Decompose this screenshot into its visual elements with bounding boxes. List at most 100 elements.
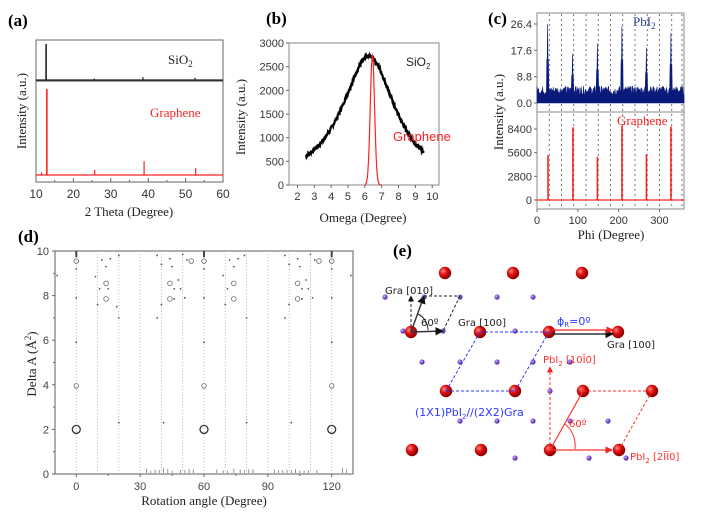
data-point-dot [156,254,159,257]
data-point-circle [294,296,301,302]
data-point-dot [98,288,101,290]
x-tick-label: 5 [345,191,351,203]
data-point-dot [94,275,97,278]
data-point-circle-large [327,424,337,435]
data-point-dot [115,305,118,308]
data-point-dot [224,303,227,306]
data-point-circle [103,280,109,287]
y-tick-label: 1000 [260,133,284,145]
x-tick-label: 0 [73,481,79,493]
x-tick-label: 3 [311,191,317,203]
data-point-circle [329,258,335,264]
data-point-circle [103,296,109,302]
lead-atom [508,384,522,398]
y-tick-label: 0 [526,195,532,207]
x-tick-label: 6 [362,191,368,203]
y-tick-label: 5600 [508,148,532,160]
data-point-dot [203,341,205,344]
data-point-circle [201,383,207,389]
label-gra-100-right: Gra [100] [607,340,655,351]
iodine-atom [547,388,553,394]
iodine-atom [494,418,500,424]
iodine-atom [457,418,463,424]
data-point-dot [309,253,312,256]
iodine-atom [400,328,406,334]
x-axis-label: Omega (Degree) [320,210,407,225]
data-point-circle [294,280,301,287]
data-point-dot [75,267,78,270]
iodine-atom [530,418,536,424]
panel-label-a: (a) [8,11,28,30]
data-point-dot [181,253,184,256]
data-point-dot [330,267,333,270]
y-axis-label: Delta A (Å2) [23,331,39,396]
x-tick-label: 60 [216,187,230,201]
data-point-circle [167,296,173,302]
data-point-dot [245,421,248,424]
data-point-circle [167,280,173,287]
data-point-dot [183,296,186,299]
y-tick-label: 3000 [260,38,284,50]
data-point-dot [75,341,78,344]
data-point-circle [201,258,207,264]
data-point-dot [171,265,173,268]
x-tick-label: 2 [294,191,300,203]
data-point-dot [160,303,163,306]
y-axis-label: Intensity (a.u.) [233,79,248,155]
y-tick-label: 0.0 [517,98,532,110]
data-point-dot [179,288,182,290]
lead-atom [438,266,452,280]
data-point-dot [203,267,205,270]
x-tick-label: 9 [412,191,418,203]
x-tick-label: 4 [328,191,334,203]
data-point-dot [173,298,176,300]
x-tick-label: 50 [179,187,193,201]
iodine-atom [567,418,573,424]
data-point-circle [73,258,79,264]
graphene-unit-cell [408,295,461,336]
lead-atom [611,325,625,339]
data-point-dot [109,257,112,260]
label-gra-100-left: Gra [100] [458,318,506,329]
x-tick-label: 10 [426,191,438,203]
data-point-dot [203,296,205,299]
iodine-atom [586,455,592,461]
data-point-dot [283,254,286,257]
y-tick-label: 2 [43,424,49,436]
relation-cell [445,331,550,392]
label-pbi2-1010: PbI2 [10Ī0] [543,353,596,368]
x-axis-label: Rotation angle (Degree) [141,493,267,508]
data-point-circle [231,296,237,302]
x-tick-label: 100 [569,215,587,227]
label-angle-60-right: 60º [569,419,587,430]
x-axis-label: Phi (Degree) [578,227,645,242]
data-point-dot [100,259,103,261]
data-point-dot [243,254,246,257]
panel-label-e: (e) [393,241,412,260]
data-point-circle-large [71,424,81,435]
iodine-atom [567,359,573,365]
iodine-atom [623,455,629,461]
y-tick-label: 0 [278,180,284,192]
panel-e-lattice-diagram: Gra [010] 60º Gra [100] (1X1)PbI2//(2X2)… [382,266,680,465]
series-label-graphene: Graphene [393,129,451,144]
iodine-atom [494,294,500,300]
data-point-circle [316,258,322,264]
data-point-dot [307,288,310,290]
series-line-sio2 [304,51,425,161]
y-tick-label: 4 [43,380,49,392]
panel-c-phi-scan: PbI2 Graphene 0.0 8.8 17.6 26.4 0 2800 5600 840… [491,12,685,242]
series-label-graphene: Graphene [617,113,668,128]
data-point-circle-large [199,424,209,435]
y-tick-label: 8 [43,291,49,303]
x-tick-label: 200 [609,215,627,227]
plot-frame [536,12,685,210]
y-tick-label: 2000 [260,85,284,97]
panel-d-delta-a: 0 30 60 90 120 0 2 4 6 8 10 Rotation angle (Degree… [23,246,354,508]
y-axis-label: Intensity (a.u.) [491,74,506,150]
data-point-dot [107,288,110,290]
x-tick-label: 0 [534,215,540,227]
y-tick-label: 500 [266,156,284,168]
panel-label-d: (d) [18,227,39,246]
y-tick-label: 10 [37,246,49,258]
